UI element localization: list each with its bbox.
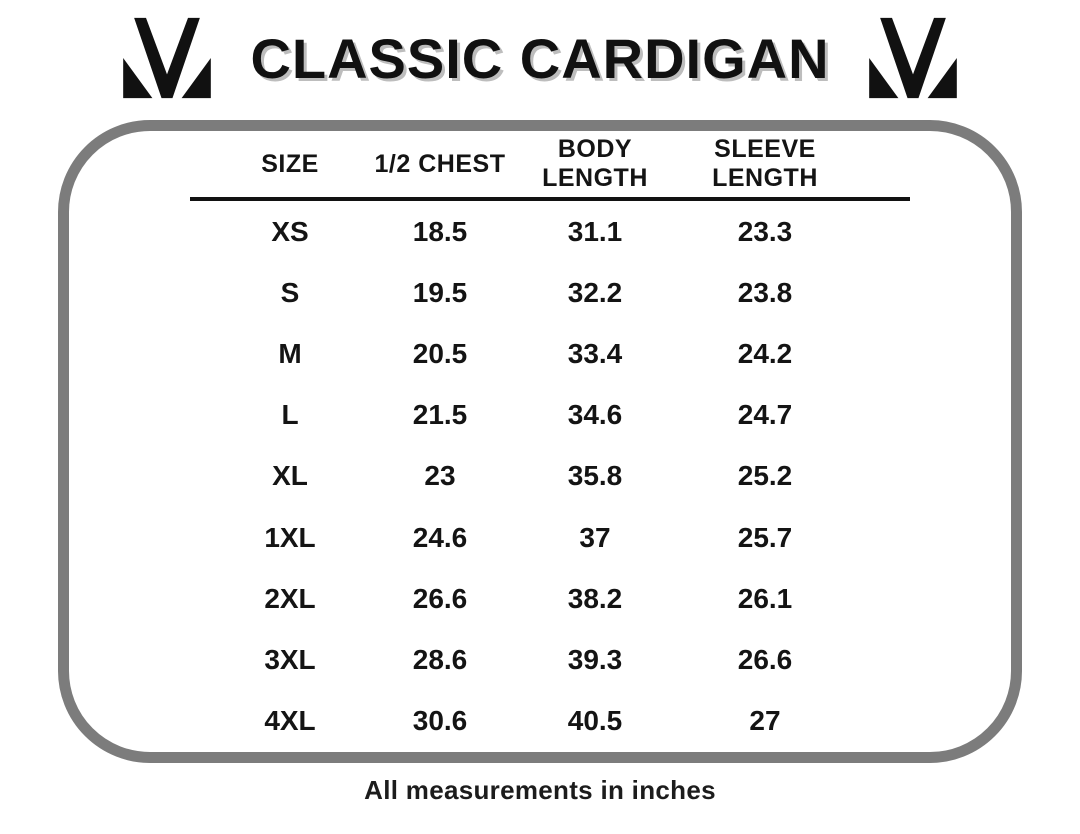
page-title: CLASSIC CARDIGAN xyxy=(250,26,830,90)
column-header-label: LENGTH xyxy=(542,164,648,192)
cell-size: S xyxy=(280,276,300,308)
cell-body-length: 37 xyxy=(579,521,611,553)
table-body: XS 18.5 31.1 23.3 S 19.5 32.2 23.8 M 20.… xyxy=(190,201,830,752)
cell-size: L xyxy=(281,399,299,431)
cell-half-chest: 24.6 xyxy=(412,521,468,553)
cell-half-chest: 18.5 xyxy=(412,215,468,247)
cell-size: 4XL xyxy=(264,705,316,737)
cell-size: 2XL xyxy=(264,582,316,614)
cell-body-length: 32.2 xyxy=(567,276,623,308)
header-divider xyxy=(190,197,910,201)
table-header-row: SIZE 1/2 CHEST BODY LENGTH SLEEVE LENGTH xyxy=(190,131,830,197)
column-header-sleeve-length: SLEEVE LENGTH xyxy=(700,135,830,193)
measurements-note: All measurements in inches xyxy=(364,775,716,805)
cell-sleeve-length: 23.8 xyxy=(737,276,793,308)
cell-sleeve-length: 24.7 xyxy=(737,399,793,431)
column-header-size: SIZE xyxy=(190,150,390,179)
size-chart-frame: SIZE 1/2 CHEST BODY LENGTH SLEEVE LENGTH… xyxy=(58,120,1022,763)
cell-half-chest: 28.6 xyxy=(412,643,468,675)
cell-size: XL xyxy=(272,460,308,492)
cell-sleeve-length: 25.2 xyxy=(737,460,793,492)
cell-half-chest: 21.5 xyxy=(412,399,468,431)
size-table: SIZE 1/2 CHEST BODY LENGTH SLEEVE LENGTH… xyxy=(190,131,910,752)
cell-half-chest: 20.5 xyxy=(412,337,468,369)
cell-size: 3XL xyxy=(264,643,316,675)
cell-body-length: 34.6 xyxy=(567,399,623,431)
cell-body-length: 31.1 xyxy=(567,215,623,247)
cell-size: M xyxy=(278,337,302,369)
column-header-label: SLEEVE xyxy=(714,135,816,163)
cell-body-length: 40.5 xyxy=(567,705,623,737)
cell-sleeve-length: 27 xyxy=(749,705,781,737)
cell-sleeve-length: 23.3 xyxy=(737,215,793,247)
cell-sleeve-length: 25.7 xyxy=(737,521,793,553)
cell-sleeve-length: 26.1 xyxy=(737,582,793,614)
header: CLASSIC CARDIGAN xyxy=(0,8,1080,108)
cell-sleeve-length: 24.2 xyxy=(737,337,793,369)
column-header-label: SIZE xyxy=(261,149,319,178)
cell-body-length: 33.4 xyxy=(567,337,623,369)
cell-size: XS xyxy=(271,215,309,247)
cell-body-length: 35.8 xyxy=(567,460,623,492)
cell-half-chest: 19.5 xyxy=(412,276,468,308)
column-header-half-chest: 1/2 CHEST xyxy=(375,150,505,179)
cell-half-chest: 30.6 xyxy=(412,705,468,737)
cell-half-chest: 23 xyxy=(424,460,456,492)
cell-body-length: 39.3 xyxy=(567,643,623,675)
brand-m-logo-left xyxy=(120,16,214,100)
column-header-body-length: BODY LENGTH xyxy=(490,135,700,193)
cell-sleeve-length: 26.6 xyxy=(737,643,793,675)
column-header-label: 1/2 CHEST xyxy=(374,149,506,178)
cell-body-length: 38.2 xyxy=(567,582,623,614)
cell-half-chest: 26.6 xyxy=(412,582,468,614)
column-header-label: LENGTH xyxy=(712,164,818,192)
column-header-label: BODY xyxy=(557,135,633,163)
brand-m-logo-right xyxy=(866,16,960,100)
cell-size: 1XL xyxy=(264,521,316,553)
